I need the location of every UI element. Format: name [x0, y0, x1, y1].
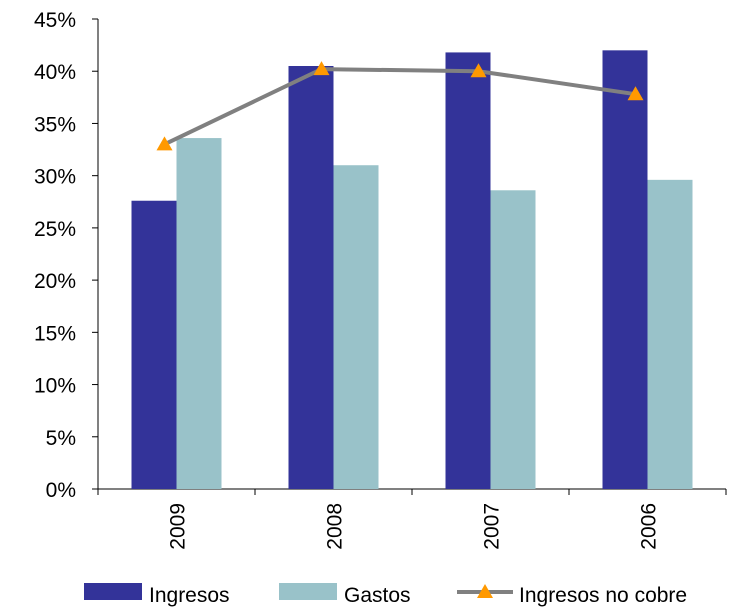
y-axis: 0% 5% 10% 15% 20% 25% 30% 35% 40% 45%	[34, 9, 99, 502]
y-tick-label: 25%	[34, 218, 76, 241]
y-tick-label: 0%	[46, 479, 76, 502]
y-tick-label: 45%	[34, 9, 76, 32]
bar-gastos	[647, 179, 693, 489]
bar-ingresos	[288, 66, 334, 489]
y-tick-label: 10%	[34, 375, 76, 398]
legend-swatch-ingresos	[84, 583, 142, 600]
bar-ingresos	[602, 50, 648, 489]
bar-gastos	[333, 165, 379, 489]
bar-ingresos	[131, 200, 177, 489]
bar-gastos	[176, 138, 222, 490]
legend-label-ingresos: Ingresos	[149, 584, 230, 607]
x-axis: 2009 2008 2007 2006	[97, 488, 727, 550]
legend-label-gastos: Gastos	[344, 584, 411, 607]
line-path	[163, 67, 636, 147]
line-point-marker	[313, 61, 330, 76]
bar-gastos	[490, 190, 536, 490]
x-tick-label: 2009	[167, 503, 190, 550]
bar-ingresos	[445, 52, 491, 490]
legend-label-ingresos-no-cobre: Ingresos no cobre	[519, 584, 687, 607]
y-tick-label: 35%	[34, 113, 76, 136]
x-tick-label: 2007	[481, 503, 504, 550]
line-point-marker	[627, 86, 644, 101]
line-series	[156, 61, 644, 151]
line-point-marker	[470, 63, 487, 78]
y-tick-label: 15%	[34, 322, 76, 345]
y-tick-label: 5%	[46, 427, 76, 450]
y-tick-label: 30%	[34, 166, 76, 189]
legend: Ingresos Gastos Ingresos no cobre	[84, 583, 687, 607]
y-tick-label: 40%	[34, 61, 76, 84]
legend-swatch-marker	[477, 584, 493, 598]
line-point-marker	[156, 136, 173, 151]
bars	[131, 50, 693, 490]
legend-swatch-gastos	[279, 583, 337, 600]
y-tick-label: 20%	[34, 270, 76, 293]
x-tick-label: 2006	[638, 503, 661, 550]
x-tick-label: 2008	[324, 503, 347, 550]
